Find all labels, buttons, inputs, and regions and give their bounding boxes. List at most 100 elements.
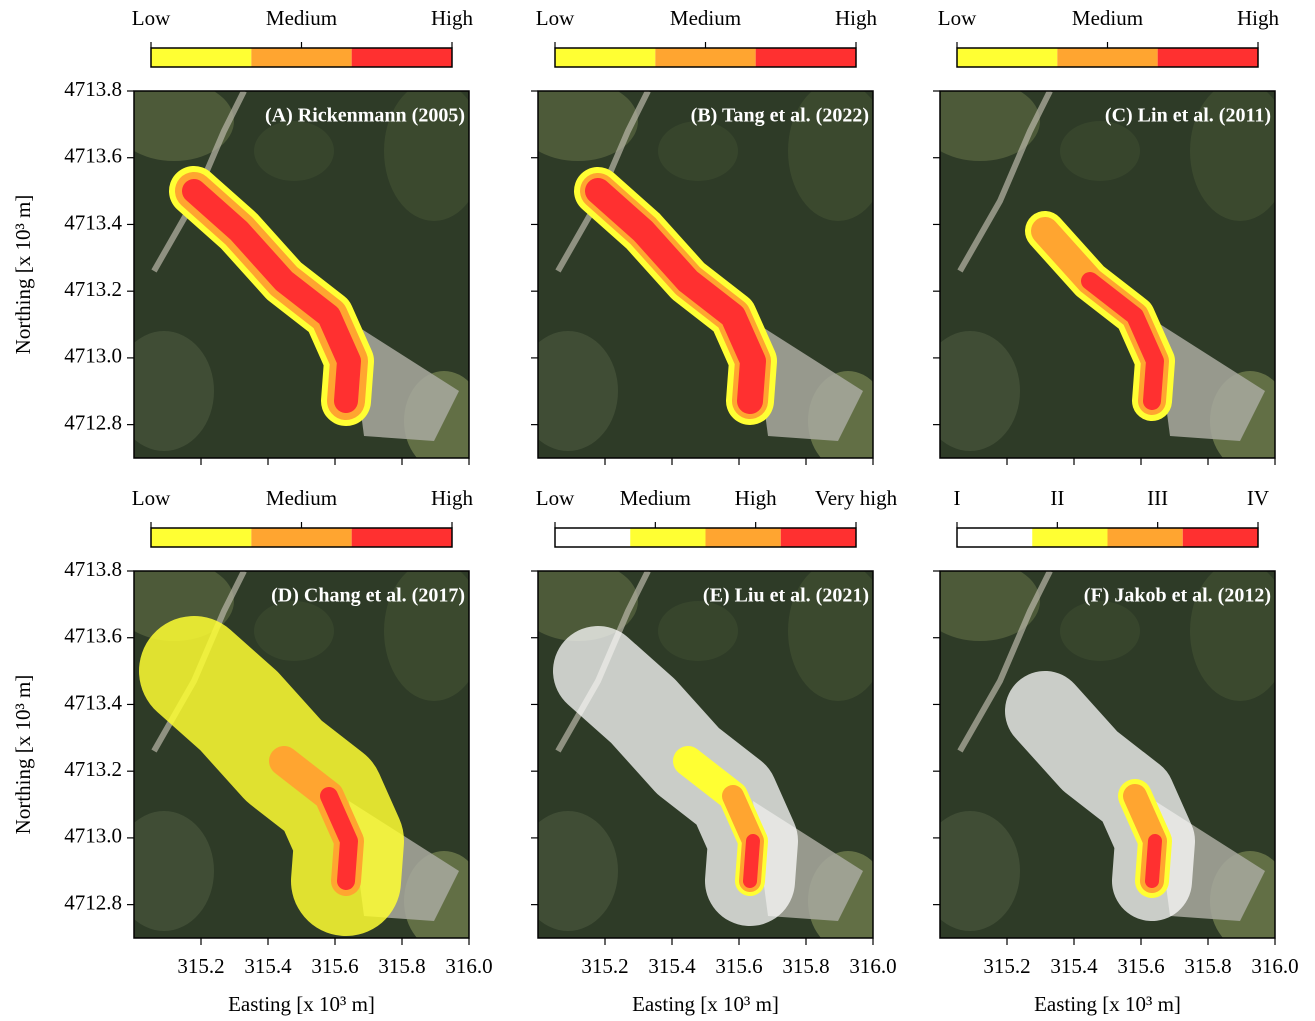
colorbar-label: Medium: [670, 6, 741, 30]
y-tick-label: 4713.0: [64, 824, 122, 848]
colorbar-segment: [630, 528, 705, 547]
terrain-patch: [920, 811, 1020, 931]
colorbar-segment: [555, 48, 655, 67]
y-tick-label: 4713.0: [64, 344, 122, 368]
colorbar-label: Low: [536, 486, 575, 510]
map-panel: [920, 81, 1290, 471]
colorbar-segment: [1108, 528, 1183, 547]
y-tick-label: 4713.4: [64, 210, 122, 234]
title: (E) Liu et al. (2021): [703, 585, 869, 607]
colorbar-label: Low: [132, 6, 171, 30]
colorbar-segment: [352, 528, 452, 547]
terrain-patch: [114, 811, 214, 931]
terrain-patch: [254, 121, 334, 181]
map-panel: [114, 81, 484, 471]
colorbar-label: High: [735, 486, 778, 510]
terrain-patch: [518, 331, 618, 451]
colorbar-label: I: [954, 486, 961, 510]
x-tick-label: 315.2: [177, 954, 224, 978]
colorbar-segment: [151, 48, 251, 67]
y-tick-label: 4713.6: [64, 144, 122, 168]
colorbar-label: High: [835, 6, 878, 30]
colorbar-label: III: [1147, 486, 1168, 510]
x-tick-label: 315.6: [715, 954, 762, 978]
colorbar-label: Low: [536, 6, 575, 30]
map-panel: [518, 81, 888, 471]
x-tick-label: 315.2: [983, 954, 1030, 978]
colorbar-label: Low: [132, 486, 171, 510]
map-panel: [518, 561, 888, 951]
colorbar-segment: [251, 528, 351, 547]
x-axis-label: Easting [x 10³ m]: [1034, 992, 1181, 1016]
x-tick-label: 315.8: [1184, 954, 1231, 978]
colorbar-segment: [1032, 528, 1107, 547]
terrain-patch: [518, 811, 618, 931]
colorbar-segment: [251, 48, 351, 67]
colorbar-segment: [957, 48, 1057, 67]
x-axis-label: Easting [x 10³ m]: [228, 992, 375, 1016]
colorbar-label: Medium: [620, 486, 691, 510]
colorbar-label: Very high: [815, 486, 898, 510]
terrain-patch: [920, 331, 1020, 451]
colorbar-segment: [1057, 48, 1157, 67]
title: (C) Lin et al. (2011): [1105, 105, 1271, 127]
colorbar-label: IV: [1247, 486, 1269, 510]
y-tick-label: 4713.4: [64, 690, 122, 714]
x-tick-label: 315.8: [378, 954, 425, 978]
colorbar-segment: [1158, 48, 1258, 67]
colorbar-segment: [957, 528, 1032, 547]
terrain-patch: [114, 331, 214, 451]
x-tick-label: 315.6: [311, 954, 358, 978]
map-panel: [114, 561, 484, 951]
colorbar-label: Low: [938, 6, 977, 30]
hazard-zone: [1152, 841, 1155, 881]
colorbar-segment: [706, 528, 781, 547]
colorbar-segment: [555, 528, 630, 547]
y-tick-label: 4713.6: [64, 624, 122, 648]
x-tick-label: 316.0: [445, 954, 492, 978]
title: (A) Rickenmann (2005): [265, 105, 465, 127]
hazard-zone: [750, 841, 753, 881]
title: (F) Jakob et al. (2012): [1084, 585, 1271, 607]
colorbar-label: Medium: [266, 6, 337, 30]
y-tick-label: 4713.8: [64, 77, 122, 101]
y-tick-label: 4712.8: [64, 890, 122, 914]
x-tick-label: 316.0: [1251, 954, 1298, 978]
colorbar-label: High: [1237, 6, 1280, 30]
colorbar-segment: [151, 528, 251, 547]
map-panel: [920, 561, 1290, 951]
colorbar-label: High: [431, 486, 474, 510]
terrain-patch: [1060, 121, 1140, 181]
x-tick-label: 315.4: [244, 954, 292, 978]
x-tick-label: 315.2: [581, 954, 628, 978]
y-tick-label: 4712.8: [64, 410, 122, 434]
x-axis-label: Easting [x 10³ m]: [632, 992, 779, 1016]
terrain-patch: [254, 601, 334, 661]
terrain-patch: [1060, 601, 1140, 661]
figure: (A) Rickenmann (2005) Low Medium High 4712.8…: [0, 0, 1315, 1021]
y-axis-label: Northing [x 10³ m]: [11, 195, 35, 355]
colorbar-label: II: [1050, 486, 1064, 510]
y-tick-label: 4713.8: [64, 557, 122, 581]
title: (D) Chang et al. (2017): [271, 585, 465, 607]
colorbar-segment: [655, 48, 755, 67]
colorbar-segment: [352, 48, 452, 67]
y-tick-label: 4713.2: [64, 277, 122, 301]
colorbar-segment: [781, 528, 856, 547]
colorbar-segment: [756, 48, 856, 67]
colorbar-label: Medium: [1072, 6, 1143, 30]
x-tick-label: 315.4: [1050, 954, 1098, 978]
colorbar-label: High: [431, 6, 474, 30]
colorbar-segment: [1183, 528, 1258, 547]
x-tick-label: 315.6: [1117, 954, 1164, 978]
x-tick-label: 315.8: [782, 954, 829, 978]
y-tick-label: 4713.2: [64, 757, 122, 781]
title: (B) Tang et al. (2022): [691, 105, 869, 127]
x-tick-label: 315.4: [648, 954, 696, 978]
colorbar-label: Medium: [266, 486, 337, 510]
terrain-patch: [658, 121, 738, 181]
terrain-patch: [658, 601, 738, 661]
x-tick-label: 316.0: [849, 954, 896, 978]
page: (A) Rickenmann (2005) Low Medium High 4712.8…: [0, 0, 1315, 1021]
y-axis-label: Northing [x 10³ m]: [11, 675, 35, 835]
